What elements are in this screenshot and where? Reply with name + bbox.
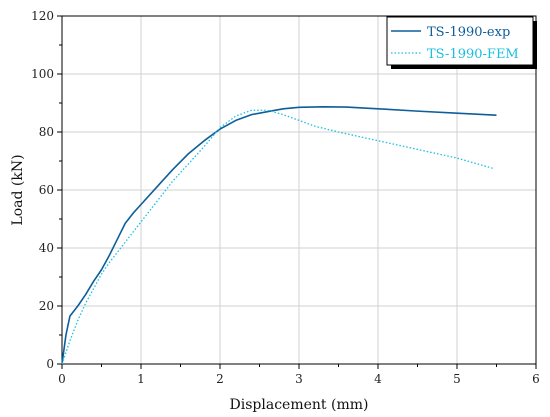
axis-ticks bbox=[57, 15, 537, 369]
y-axis-label: Load (kN) bbox=[10, 154, 26, 225]
y-tick-label: 60 bbox=[39, 183, 54, 197]
y-tick-label: 0 bbox=[46, 357, 54, 371]
x-tick-labels: 0 1 2 3 4 5 6 bbox=[58, 372, 540, 386]
y-tick-label: 120 bbox=[31, 9, 54, 23]
y-tick-label: 100 bbox=[31, 67, 54, 81]
grid bbox=[62, 16, 536, 364]
x-axis-label: Displacement (mm) bbox=[230, 397, 369, 413]
legend-label-fem: TS-1990-FEM bbox=[427, 47, 519, 62]
x-tick-label: 6 bbox=[532, 372, 540, 386]
y-tick-label: 40 bbox=[39, 241, 54, 255]
x-tick-label: 4 bbox=[374, 372, 382, 386]
y-tick-label: 80 bbox=[39, 125, 54, 139]
x-tick-label: 3 bbox=[295, 372, 303, 386]
y-tick-label: 20 bbox=[39, 299, 54, 313]
series-line-0 bbox=[61, 105, 497, 365]
x-tick-label: 2 bbox=[216, 372, 224, 386]
x-tick-label: 0 bbox=[58, 372, 66, 386]
series-lines bbox=[61, 105, 497, 365]
legend: TS-1990-exp TS-1990-FEM bbox=[386, 16, 537, 69]
series-line-1 bbox=[61, 109, 493, 365]
legend-box bbox=[386, 16, 534, 66]
legend-label-exp: TS-1990-exp bbox=[427, 25, 510, 40]
x-tick-label: 1 bbox=[137, 372, 145, 386]
x-tick-label: 5 bbox=[453, 372, 461, 386]
y-tick-labels: 0 20 40 60 80 100 120 bbox=[31, 9, 54, 371]
